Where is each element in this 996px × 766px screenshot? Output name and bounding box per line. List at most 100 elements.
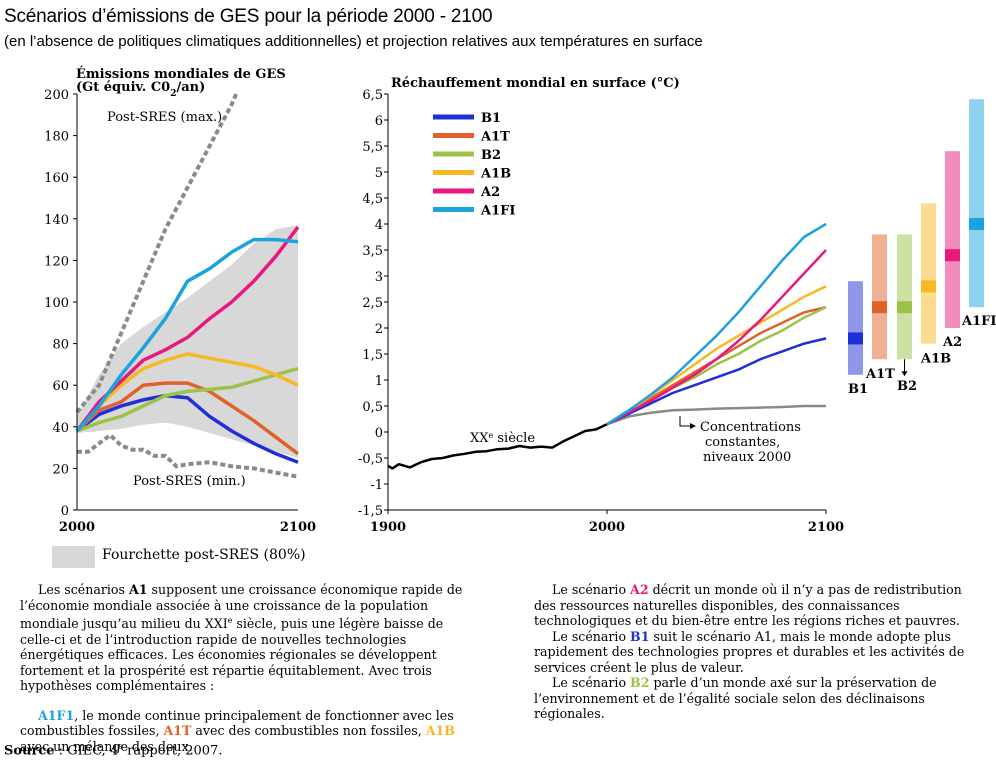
left-range-band-group (77, 225, 298, 458)
mid-y-tick-label: 0 (375, 426, 383, 441)
left-y-tick-label: 60 (52, 379, 69, 394)
best-estimate-a1fi (969, 218, 984, 230)
left-series-a1fi (75, 237, 299, 433)
range-bar-label-a1fi: A1FI (961, 314, 996, 329)
range-bar-label-b1: B1 (848, 382, 868, 397)
left-series-b1 (75, 393, 299, 464)
left-y-tick-label: 200 (44, 88, 69, 103)
range-bar-label-a1t: A1T (865, 367, 895, 382)
range-bar-b2 (897, 234, 912, 360)
mid-y-tick-label: 5,5 (362, 140, 383, 155)
mid-y-tick-label: 5 (375, 166, 383, 181)
left-series-group (75, 226, 300, 464)
mid-y-tick-label: 1,5 (362, 348, 383, 363)
left-y-ticks: 0 20 40 60 80 100 120 140 160 180 200 (44, 88, 77, 519)
mid-y-tick-label: -1 (370, 478, 383, 493)
range-band-label: Fourchette post-SRES (80%) (102, 547, 306, 563)
page-title: Scénarios d’émissions de GES pour la pér… (4, 6, 493, 27)
range-bar-label-a2: A2 (942, 335, 962, 350)
mid-series-b1 (606, 337, 827, 426)
mid-y-tick-label: 3 (375, 270, 383, 285)
mid-y-tick-label: 1 (375, 374, 383, 389)
left-series-b2 (76, 366, 299, 433)
range-band-swatch (52, 546, 95, 568)
b2-label-arrowhead (901, 371, 908, 377)
annotation-constant-line3: niveaux 2000 (703, 450, 791, 465)
left-y-tick-label: 0 (61, 504, 69, 519)
range-bar-a1fi (969, 99, 984, 308)
right-paragraph-a2: Le scénario A2 décrit un monde où il n’y… (534, 582, 962, 628)
mid-y-tick-label: 2,5 (362, 296, 383, 311)
right-paragraph-b1: Le scénario B1 suit le scénario A1, mais… (534, 628, 965, 675)
best-estimate-a1b (921, 280, 936, 293)
annotation-post-sres-max: Post-SRES (max.) (107, 110, 222, 125)
source-line: Source : GIEC, 4e rapport, 2007. (4, 742, 223, 759)
mid-series-a2 (606, 249, 827, 426)
warming-chart: Réchauffement mondial en surface (°C) -1… (358, 76, 844, 535)
best-estimate-b1 (848, 332, 863, 345)
mid-ylabel: Réchauffement mondial en surface (°C) (391, 76, 680, 91)
mid-y-tick-label: 4,5 (362, 192, 383, 207)
mid-y-tick-label: 0,5 (362, 400, 383, 415)
left-y-tick-label: 20 (52, 462, 69, 477)
mid-y-tick-label: 3,5 (362, 244, 383, 259)
mid-legend: B1 A1T B2 A1B A2 A1FI (433, 111, 515, 219)
left-description: Les scénarios A1 supposent une croissanc… (20, 582, 470, 754)
left-y-tick-label: 160 (44, 171, 69, 186)
mid-y-tick-label: 4 (375, 218, 383, 233)
mid-y-tick-label: 6,5 (362, 88, 383, 103)
left-x-ticks: 2000 2100 (59, 520, 316, 535)
left-post-sres-group (75, 93, 299, 479)
right-paragraph-b2: Le scénario B2 parle d’un monde axé sur … (534, 675, 937, 721)
mid-y-tick-label: 6 (375, 114, 383, 129)
range-bar-label-b2: B2 (897, 379, 917, 394)
annotation-post-sres-min: Post-SRES (min.) (133, 474, 246, 489)
range-bar-label-a1b: A1B (920, 352, 951, 367)
right-description: Le scénario A2 décrit un monde où il n’y… (534, 582, 986, 722)
annotation-constant-line1: Concentrations (700, 420, 801, 435)
best-estimate-b2 (897, 301, 912, 314)
range-bar-b1 (848, 281, 863, 375)
range-bar-a2 (945, 151, 960, 328)
legend-label-a1fi: A1FI (480, 204, 515, 219)
mid-x-ticks: 1900 2000 2100 (370, 510, 844, 535)
left-y-tick-label: 40 (52, 421, 69, 436)
mid-historical-group (387, 423, 608, 470)
left-paragraph-variants: A1F1, le monde continue principalement d… (20, 707, 455, 754)
left-y-tick-label: 80 (52, 338, 69, 353)
left-ylabel-line2: (Gt équiv. C02/an) (76, 80, 205, 99)
left-y-tick-label: 140 (44, 213, 69, 228)
post-sres-max-line (75, 93, 238, 414)
mid-constant-group (606, 404, 826, 426)
mid-y-tick-label: -0,5 (358, 452, 383, 467)
best-estimate-a1t (872, 301, 887, 314)
mid-series-group (606, 222, 827, 426)
constant-annotation-pointer (679, 416, 694, 427)
left-x-tick-label: 2000 (59, 520, 95, 535)
range-band-area (77, 225, 298, 458)
legend-label-a1t: A1T (480, 130, 510, 145)
left-x-tick-label: 2100 (280, 520, 316, 535)
page-subtitle: (en l’absence de politiques climatiques … (4, 33, 703, 50)
best-estimate-a2 (945, 249, 960, 262)
legend-label-b1: B1 (481, 111, 501, 126)
constant-annotation-arrowhead (690, 423, 696, 429)
annotation-xx-century: XXe siècle (470, 431, 535, 447)
mid-y-tick-label: 2 (375, 322, 383, 337)
left-y-tick-label: 120 (44, 254, 69, 269)
left-series-a1b (75, 352, 299, 433)
mid-x-tick-label: 2000 (589, 520, 625, 535)
left-y-tick-label: 180 (44, 130, 69, 145)
mid-x-tick-label: 2100 (808, 520, 844, 535)
left-ylabel-line1: Émissions mondiales de GES (76, 66, 286, 82)
left-paragraph-a1: Les scénarios A1 supposent une croissanc… (20, 582, 463, 694)
legend-label-a1b: A1B (480, 167, 511, 182)
historical-line (387, 423, 608, 470)
range-bar-a1b (921, 203, 936, 344)
legend-label-b2: B2 (481, 148, 501, 163)
constant-concentration-line (606, 404, 826, 426)
range-bar-a1t (872, 234, 887, 360)
left-y-tick-label: 100 (44, 296, 69, 311)
